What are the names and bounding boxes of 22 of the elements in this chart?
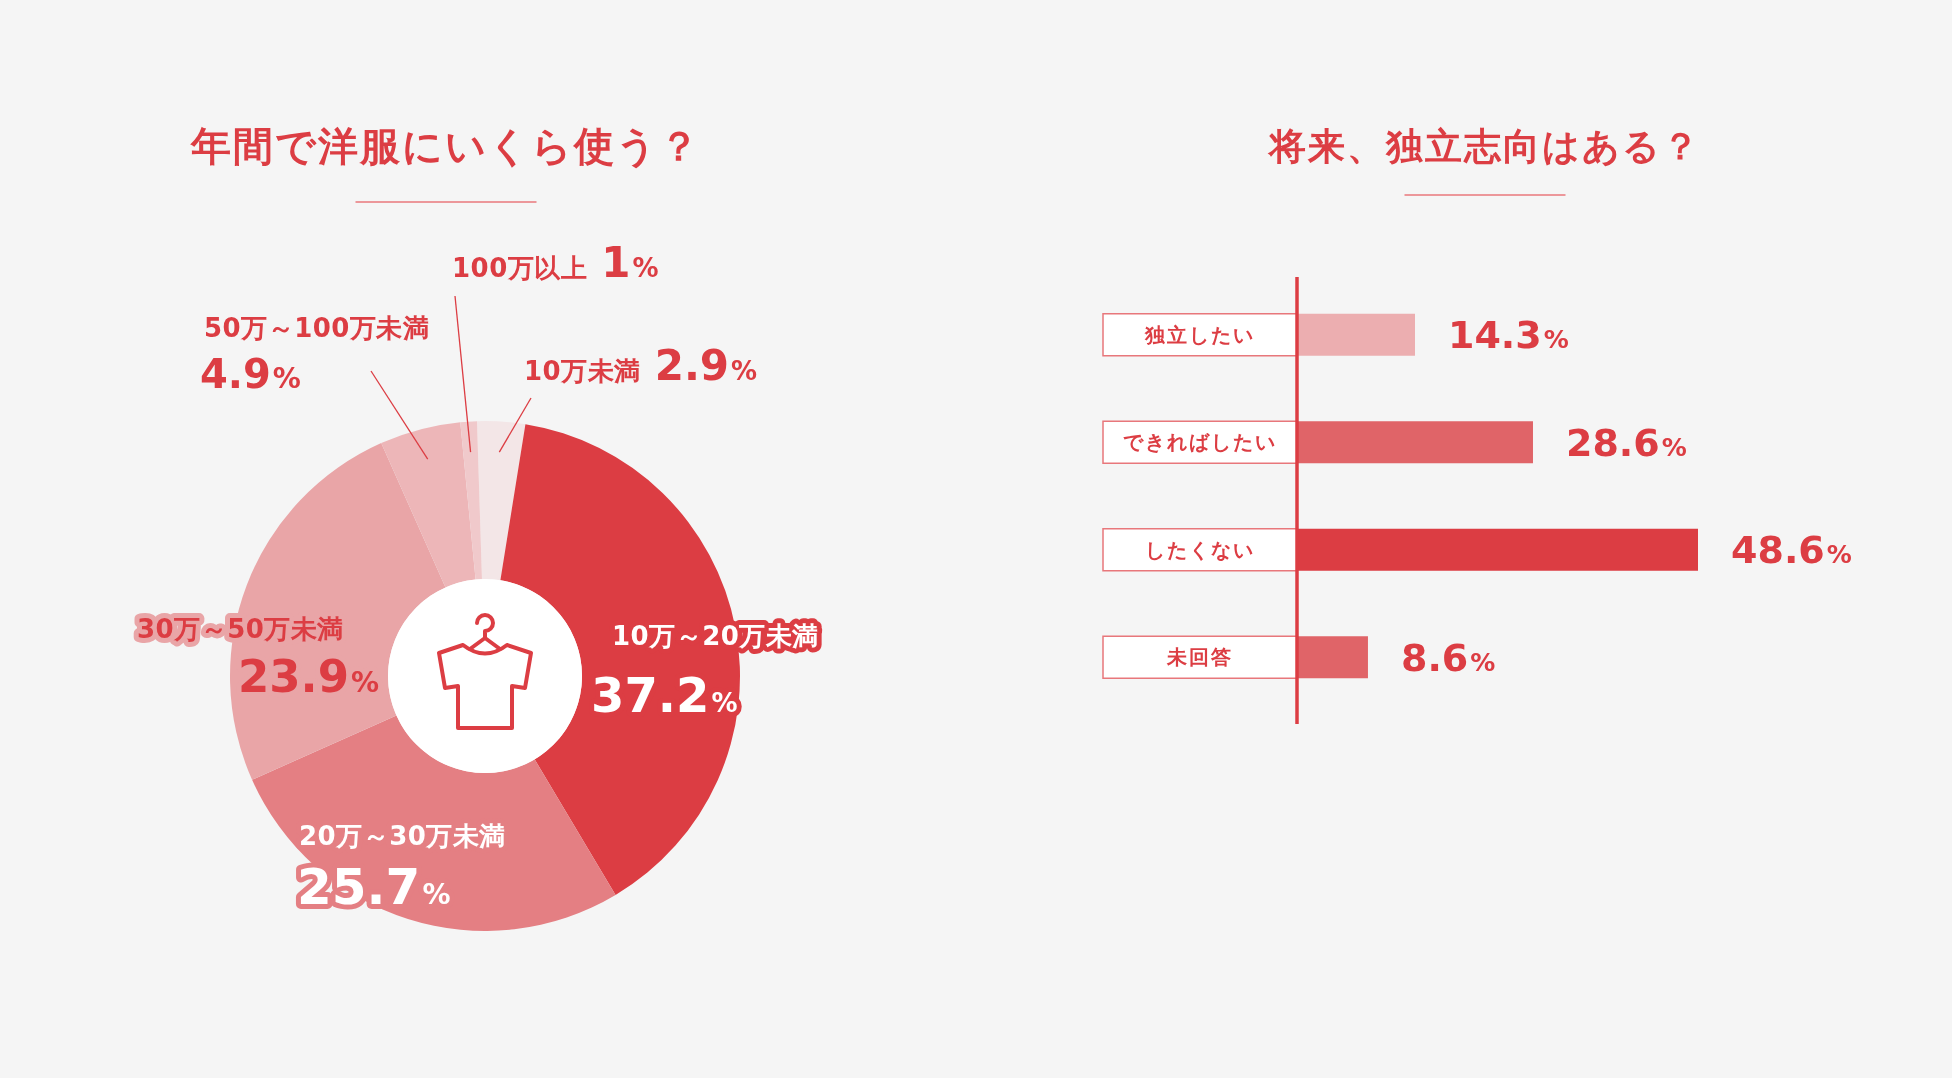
y-tick-label: したくない <box>1145 537 1255 562</box>
data-label: 14.3% <box>1447 313 1569 358</box>
slice-label: 10万未満 <box>524 356 641 386</box>
donut-slice <box>476 421 526 581</box>
data-label: 4.9% <box>200 351 301 397</box>
data-label: 1% <box>601 238 659 287</box>
slice-label: 100万以上 <box>452 253 588 283</box>
data-label: 2.9% <box>654 341 758 390</box>
y-tick-label: 独立したい <box>1144 322 1255 347</box>
y-tick-label: 未回答 <box>1166 645 1233 670</box>
data-label: 8.6% <box>1400 635 1496 680</box>
chart-title: 年間で洋服にいくら使う？ <box>190 123 701 169</box>
data-label: 28.6% <box>1565 420 1687 465</box>
data-label: 23.9% <box>238 650 380 703</box>
slice-label: 50万～100万未満 <box>204 313 430 343</box>
slice-label: 20万～30万未満 <box>299 821 506 851</box>
donut-slice <box>460 421 482 580</box>
donut-slice <box>381 422 476 588</box>
y-tick-label: できればしたい <box>1123 430 1277 455</box>
data-label: 48.6% <box>1731 528 1852 573</box>
data-label: 37.2% <box>591 667 738 723</box>
chart-title: 将来、独立志向はある？ <box>1267 125 1701 168</box>
